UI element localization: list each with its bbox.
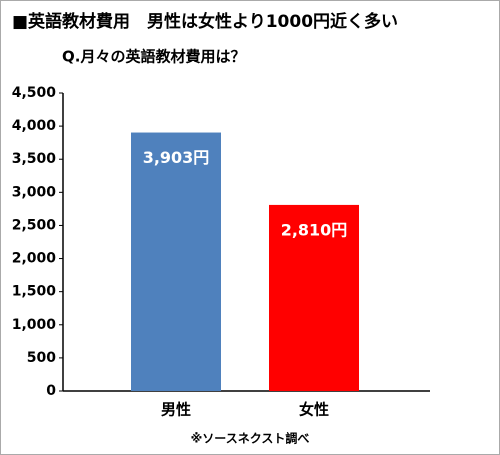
- y-tick-label: 1,000: [12, 317, 57, 333]
- y-tick-label: 500: [27, 350, 56, 366]
- y-tick-label: 2,000: [12, 251, 57, 267]
- value-label: 3,903円: [143, 148, 210, 167]
- y-tick-label: 4,000: [12, 118, 57, 134]
- bar: [269, 204, 359, 391]
- chart-subtitle: Q.月々の英語教材費用は？: [62, 48, 245, 66]
- value-label: 2,810円: [281, 220, 348, 239]
- y-tick-label: 3,500: [12, 151, 57, 167]
- y-tick-label: 4,500: [12, 85, 57, 101]
- chart-title: ■英語教材費用 男性は女性より1000円近く多い: [12, 11, 398, 32]
- x-tick-label: 男性: [161, 401, 191, 419]
- source-note: ※ソースネクスト調べ: [191, 431, 310, 446]
- x-tick-label: 女性: [299, 401, 329, 419]
- y-tick-label: 2,500: [12, 217, 57, 233]
- y-tick-label: 0: [46, 383, 56, 399]
- y-tick-label: 3,000: [12, 184, 57, 200]
- bar: [131, 132, 221, 391]
- y-tick-label: 1,500: [12, 284, 57, 300]
